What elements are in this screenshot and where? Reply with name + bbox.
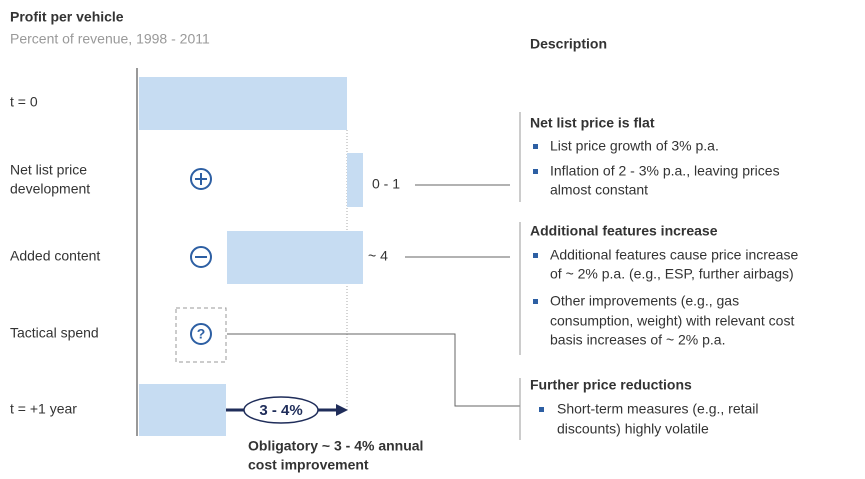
bar <box>347 153 363 207</box>
bullet-text: Inflation of 2 - 3% p.a., leaving prices <box>550 163 780 179</box>
title: Profit per vehicle <box>10 9 124 25</box>
bullet <box>533 169 538 174</box>
row-label: t = +1 year <box>10 401 77 417</box>
bullet-text: basis increases of ~ 2% p.a. <box>550 332 726 348</box>
delta-label: ~ 4 <box>368 248 388 264</box>
arrow-head <box>336 404 348 416</box>
note: cost improvement <box>248 457 369 473</box>
bar <box>139 384 226 436</box>
delta-label: 0 - 1 <box>372 176 400 192</box>
bullet-text: Other improvements (e.g., gas <box>550 293 739 309</box>
bullet-text: consumption, weight) with relevant cost <box>550 313 794 329</box>
bullet-text: discounts) highly volatile <box>557 421 709 437</box>
row-label: Net list price <box>10 162 87 178</box>
bar <box>139 77 347 130</box>
bullet-text: Short-term measures (e.g., retail <box>557 401 759 417</box>
bullet <box>533 144 538 149</box>
note: Obligatory ~ 3 - 4% annual <box>248 438 423 454</box>
row-label: Tactical spend <box>10 325 99 341</box>
bullet <box>539 407 544 412</box>
plus-icon <box>190 168 212 190</box>
bullet-text: List price growth of 3% p.a. <box>550 138 719 154</box>
question-icon <box>190 323 212 345</box>
dashed-box <box>175 307 227 363</box>
icon-text: ? <box>197 326 206 342</box>
row-label: t = 0 <box>10 94 38 110</box>
bullet-text: of ~ 2% p.a. (e.g., ESP, further airbags… <box>550 266 794 282</box>
bar <box>227 231 363 284</box>
section-heading: Additional features increase <box>530 223 718 239</box>
description-label: Description <box>530 36 607 52</box>
bullet <box>533 299 538 304</box>
bullet-text: Additional features cause price increase <box>550 247 798 263</box>
bullet-text: almost constant <box>550 182 648 198</box>
callout: 3 - 4% <box>259 402 302 419</box>
row-label: development <box>10 181 90 197</box>
bullet <box>533 253 538 258</box>
section-heading: Further price reductions <box>530 377 692 393</box>
connector <box>227 333 520 407</box>
row-label: Added content <box>10 248 100 264</box>
section-heading: Net list price is flat <box>530 115 655 131</box>
minus-icon <box>190 246 212 268</box>
subtitle: Percent of revenue, 1998 - 2011 <box>10 31 210 47</box>
callout-ellipse <box>243 396 319 424</box>
